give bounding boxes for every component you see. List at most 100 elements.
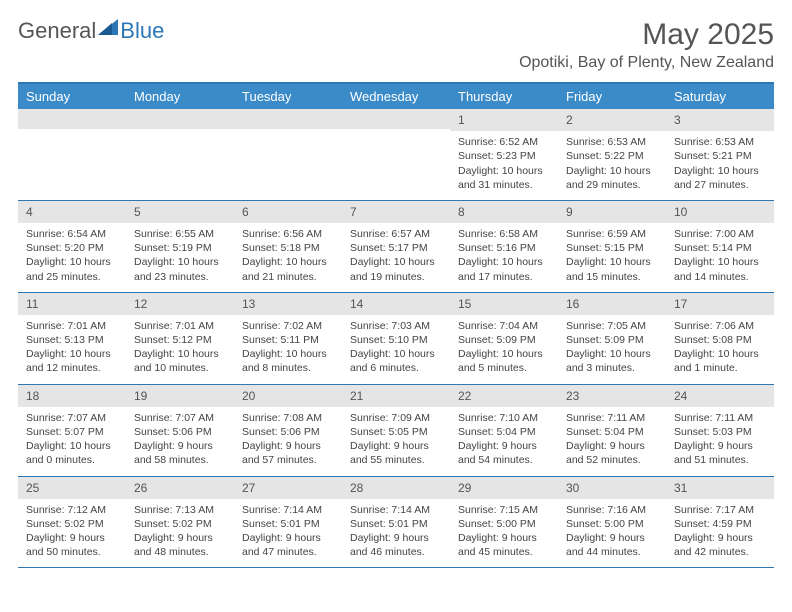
day-content: Sunrise: 7:06 AMSunset: 5:08 PMDaylight:…	[666, 315, 774, 384]
sunset-text: Sunset: 5:11 PM	[242, 333, 334, 347]
sunset-text: Sunset: 5:07 PM	[26, 425, 118, 439]
day-content	[18, 129, 126, 189]
day-number: 12	[126, 293, 234, 315]
sunrise-text: Sunrise: 7:04 AM	[458, 319, 550, 333]
daylight-text: Daylight: 10 hours and 14 minutes.	[674, 255, 766, 283]
sunrise-text: Sunrise: 6:52 AM	[458, 135, 550, 149]
sunset-text: Sunset: 5:05 PM	[350, 425, 442, 439]
sunrise-text: Sunrise: 7:13 AM	[134, 503, 226, 517]
day-cell: 6Sunrise: 6:56 AMSunset: 5:18 PMDaylight…	[234, 201, 342, 292]
day-content: Sunrise: 7:16 AMSunset: 5:00 PMDaylight:…	[558, 499, 666, 568]
logo-general: General	[18, 18, 96, 43]
sunrise-text: Sunrise: 6:58 AM	[458, 227, 550, 241]
day-number	[234, 109, 342, 129]
sunrise-text: Sunrise: 7:09 AM	[350, 411, 442, 425]
day-cell: 26Sunrise: 7:13 AMSunset: 5:02 PMDayligh…	[126, 477, 234, 568]
day-number: 1	[450, 109, 558, 131]
day-cell: 31Sunrise: 7:17 AMSunset: 4:59 PMDayligh…	[666, 477, 774, 568]
day-cell: 14Sunrise: 7:03 AMSunset: 5:10 PMDayligh…	[342, 293, 450, 384]
day-number: 11	[18, 293, 126, 315]
daylight-text: Daylight: 10 hours and 1 minute.	[674, 347, 766, 375]
sunrise-text: Sunrise: 7:15 AM	[458, 503, 550, 517]
sunrise-text: Sunrise: 6:53 AM	[566, 135, 658, 149]
sunrise-text: Sunrise: 6:56 AM	[242, 227, 334, 241]
day-content	[126, 129, 234, 189]
day-number: 29	[450, 477, 558, 499]
sunset-text: Sunset: 5:23 PM	[458, 149, 550, 163]
day-cell: 16Sunrise: 7:05 AMSunset: 5:09 PMDayligh…	[558, 293, 666, 384]
day-content	[342, 129, 450, 189]
sunset-text: Sunset: 5:06 PM	[134, 425, 226, 439]
sunset-text: Sunset: 5:10 PM	[350, 333, 442, 347]
week-row: 18Sunrise: 7:07 AMSunset: 5:07 PMDayligh…	[18, 385, 774, 477]
logo-triangle-icon	[98, 19, 118, 35]
sunrise-text: Sunrise: 6:54 AM	[26, 227, 118, 241]
sunrise-text: Sunrise: 7:08 AM	[242, 411, 334, 425]
daylight-text: Daylight: 10 hours and 31 minutes.	[458, 164, 550, 192]
calendar: SundayMondayTuesdayWednesdayThursdayFrid…	[18, 82, 774, 568]
day-content: Sunrise: 6:53 AMSunset: 5:21 PMDaylight:…	[666, 131, 774, 200]
day-content: Sunrise: 6:54 AMSunset: 5:20 PMDaylight:…	[18, 223, 126, 292]
day-cell: 4Sunrise: 6:54 AMSunset: 5:20 PMDaylight…	[18, 201, 126, 292]
day-cell: 12Sunrise: 7:01 AMSunset: 5:12 PMDayligh…	[126, 293, 234, 384]
day-content: Sunrise: 7:05 AMSunset: 5:09 PMDaylight:…	[558, 315, 666, 384]
day-cell: 13Sunrise: 7:02 AMSunset: 5:11 PMDayligh…	[234, 293, 342, 384]
sunrise-text: Sunrise: 7:10 AM	[458, 411, 550, 425]
day-number: 4	[18, 201, 126, 223]
daylight-text: Daylight: 9 hours and 48 minutes.	[134, 531, 226, 559]
day-number: 26	[126, 477, 234, 499]
logo: General Blue	[18, 18, 164, 44]
day-content: Sunrise: 6:52 AMSunset: 5:23 PMDaylight:…	[450, 131, 558, 200]
daylight-text: Daylight: 10 hours and 25 minutes.	[26, 255, 118, 283]
day-header-cell: Saturday	[666, 84, 774, 109]
daylight-text: Daylight: 10 hours and 15 minutes.	[566, 255, 658, 283]
day-header-row: SundayMondayTuesdayWednesdayThursdayFrid…	[18, 84, 774, 109]
day-number: 30	[558, 477, 666, 499]
day-content: Sunrise: 7:00 AMSunset: 5:14 PMDaylight:…	[666, 223, 774, 292]
day-content: Sunrise: 6:59 AMSunset: 5:15 PMDaylight:…	[558, 223, 666, 292]
daylight-text: Daylight: 9 hours and 46 minutes.	[350, 531, 442, 559]
daylight-text: Daylight: 9 hours and 44 minutes.	[566, 531, 658, 559]
sunrise-text: Sunrise: 7:01 AM	[134, 319, 226, 333]
day-number: 25	[18, 477, 126, 499]
day-content: Sunrise: 7:03 AMSunset: 5:10 PMDaylight:…	[342, 315, 450, 384]
daylight-text: Daylight: 10 hours and 12 minutes.	[26, 347, 118, 375]
sunset-text: Sunset: 5:09 PM	[458, 333, 550, 347]
day-content: Sunrise: 7:01 AMSunset: 5:13 PMDaylight:…	[18, 315, 126, 384]
daylight-text: Daylight: 9 hours and 47 minutes.	[242, 531, 334, 559]
day-content: Sunrise: 7:07 AMSunset: 5:06 PMDaylight:…	[126, 407, 234, 476]
day-cell: 24Sunrise: 7:11 AMSunset: 5:03 PMDayligh…	[666, 385, 774, 476]
page-title: May 2025	[519, 18, 774, 52]
day-number: 22	[450, 385, 558, 407]
sunset-text: Sunset: 5:21 PM	[674, 149, 766, 163]
daylight-text: Daylight: 10 hours and 10 minutes.	[134, 347, 226, 375]
day-number: 3	[666, 109, 774, 131]
sunrise-text: Sunrise: 7:00 AM	[674, 227, 766, 241]
sunset-text: Sunset: 5:22 PM	[566, 149, 658, 163]
day-cell: 7Sunrise: 6:57 AMSunset: 5:17 PMDaylight…	[342, 201, 450, 292]
day-header-cell: Friday	[558, 84, 666, 109]
day-content: Sunrise: 7:14 AMSunset: 5:01 PMDaylight:…	[234, 499, 342, 568]
day-cell: 1Sunrise: 6:52 AMSunset: 5:23 PMDaylight…	[450, 109, 558, 200]
day-header-cell: Sunday	[18, 84, 126, 109]
sunset-text: Sunset: 5:19 PM	[134, 241, 226, 255]
sunset-text: Sunset: 5:00 PM	[566, 517, 658, 531]
sunset-text: Sunset: 5:01 PM	[242, 517, 334, 531]
sunset-text: Sunset: 5:04 PM	[458, 425, 550, 439]
day-cell: 29Sunrise: 7:15 AMSunset: 5:00 PMDayligh…	[450, 477, 558, 568]
day-content: Sunrise: 7:10 AMSunset: 5:04 PMDaylight:…	[450, 407, 558, 476]
day-cell	[234, 109, 342, 200]
day-cell: 11Sunrise: 7:01 AMSunset: 5:13 PMDayligh…	[18, 293, 126, 384]
sunrise-text: Sunrise: 7:12 AM	[26, 503, 118, 517]
weeks-container: 1Sunrise: 6:52 AMSunset: 5:23 PMDaylight…	[18, 109, 774, 568]
sunset-text: Sunset: 5:08 PM	[674, 333, 766, 347]
day-content: Sunrise: 7:15 AMSunset: 5:00 PMDaylight:…	[450, 499, 558, 568]
day-number	[18, 109, 126, 129]
day-cell: 21Sunrise: 7:09 AMSunset: 5:05 PMDayligh…	[342, 385, 450, 476]
day-cell: 18Sunrise: 7:07 AMSunset: 5:07 PMDayligh…	[18, 385, 126, 476]
day-content: Sunrise: 7:14 AMSunset: 5:01 PMDaylight:…	[342, 499, 450, 568]
day-content: Sunrise: 7:02 AMSunset: 5:11 PMDaylight:…	[234, 315, 342, 384]
day-content: Sunrise: 6:53 AMSunset: 5:22 PMDaylight:…	[558, 131, 666, 200]
daylight-text: Daylight: 9 hours and 42 minutes.	[674, 531, 766, 559]
day-content: Sunrise: 7:11 AMSunset: 5:04 PMDaylight:…	[558, 407, 666, 476]
